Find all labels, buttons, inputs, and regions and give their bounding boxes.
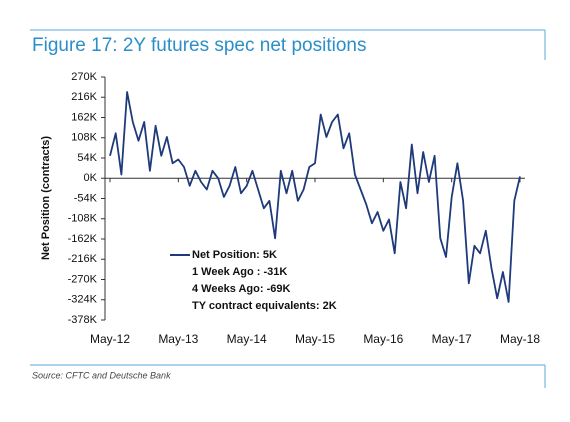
x-tick-label: May-14 bbox=[227, 332, 267, 346]
y-axis-label: Net Position (contracts) bbox=[40, 136, 52, 260]
chart-title: Figure 17: 2Y futures spec net positions bbox=[32, 35, 366, 56]
y-tick-label: 0K bbox=[84, 172, 98, 184]
x-tick-label: May-15 bbox=[295, 332, 335, 346]
y-tick-label: 162K bbox=[71, 111, 97, 123]
legend-label: Net Position: 5K bbox=[192, 249, 277, 261]
annotation: TY contract equivalents: 2K bbox=[192, 300, 337, 312]
data-line bbox=[109, 91, 521, 303]
y-tick-label: 108K bbox=[71, 132, 97, 144]
y-tick-label: -378K bbox=[68, 314, 98, 326]
x-tick-label: May-17 bbox=[432, 332, 472, 346]
x-tick-label: May-12 bbox=[90, 332, 130, 346]
annotation: 1 Week Ago : -31K bbox=[192, 266, 287, 278]
x-tick-label: May-18 bbox=[500, 332, 540, 346]
y-tick-label: -324K bbox=[68, 294, 98, 306]
y-tick-label: -270K bbox=[68, 273, 98, 285]
y-tick-label: -54K bbox=[74, 192, 98, 204]
source: Source: CFTC and Deutsche Bank bbox=[32, 370, 171, 380]
y-tick-label: -216K bbox=[68, 253, 98, 265]
x-tick-label: May-16 bbox=[363, 332, 403, 346]
y-tick-label: 270K bbox=[71, 71, 97, 83]
y-tick-label: 54K bbox=[77, 152, 97, 164]
y-tick-label: -108K bbox=[68, 213, 98, 225]
y-tick-label: 216K bbox=[71, 91, 97, 103]
y-tick-label: -162K bbox=[68, 233, 98, 245]
x-tick-label: May-13 bbox=[158, 332, 198, 346]
annotation: 4 Weeks Ago: -69K bbox=[192, 283, 290, 295]
